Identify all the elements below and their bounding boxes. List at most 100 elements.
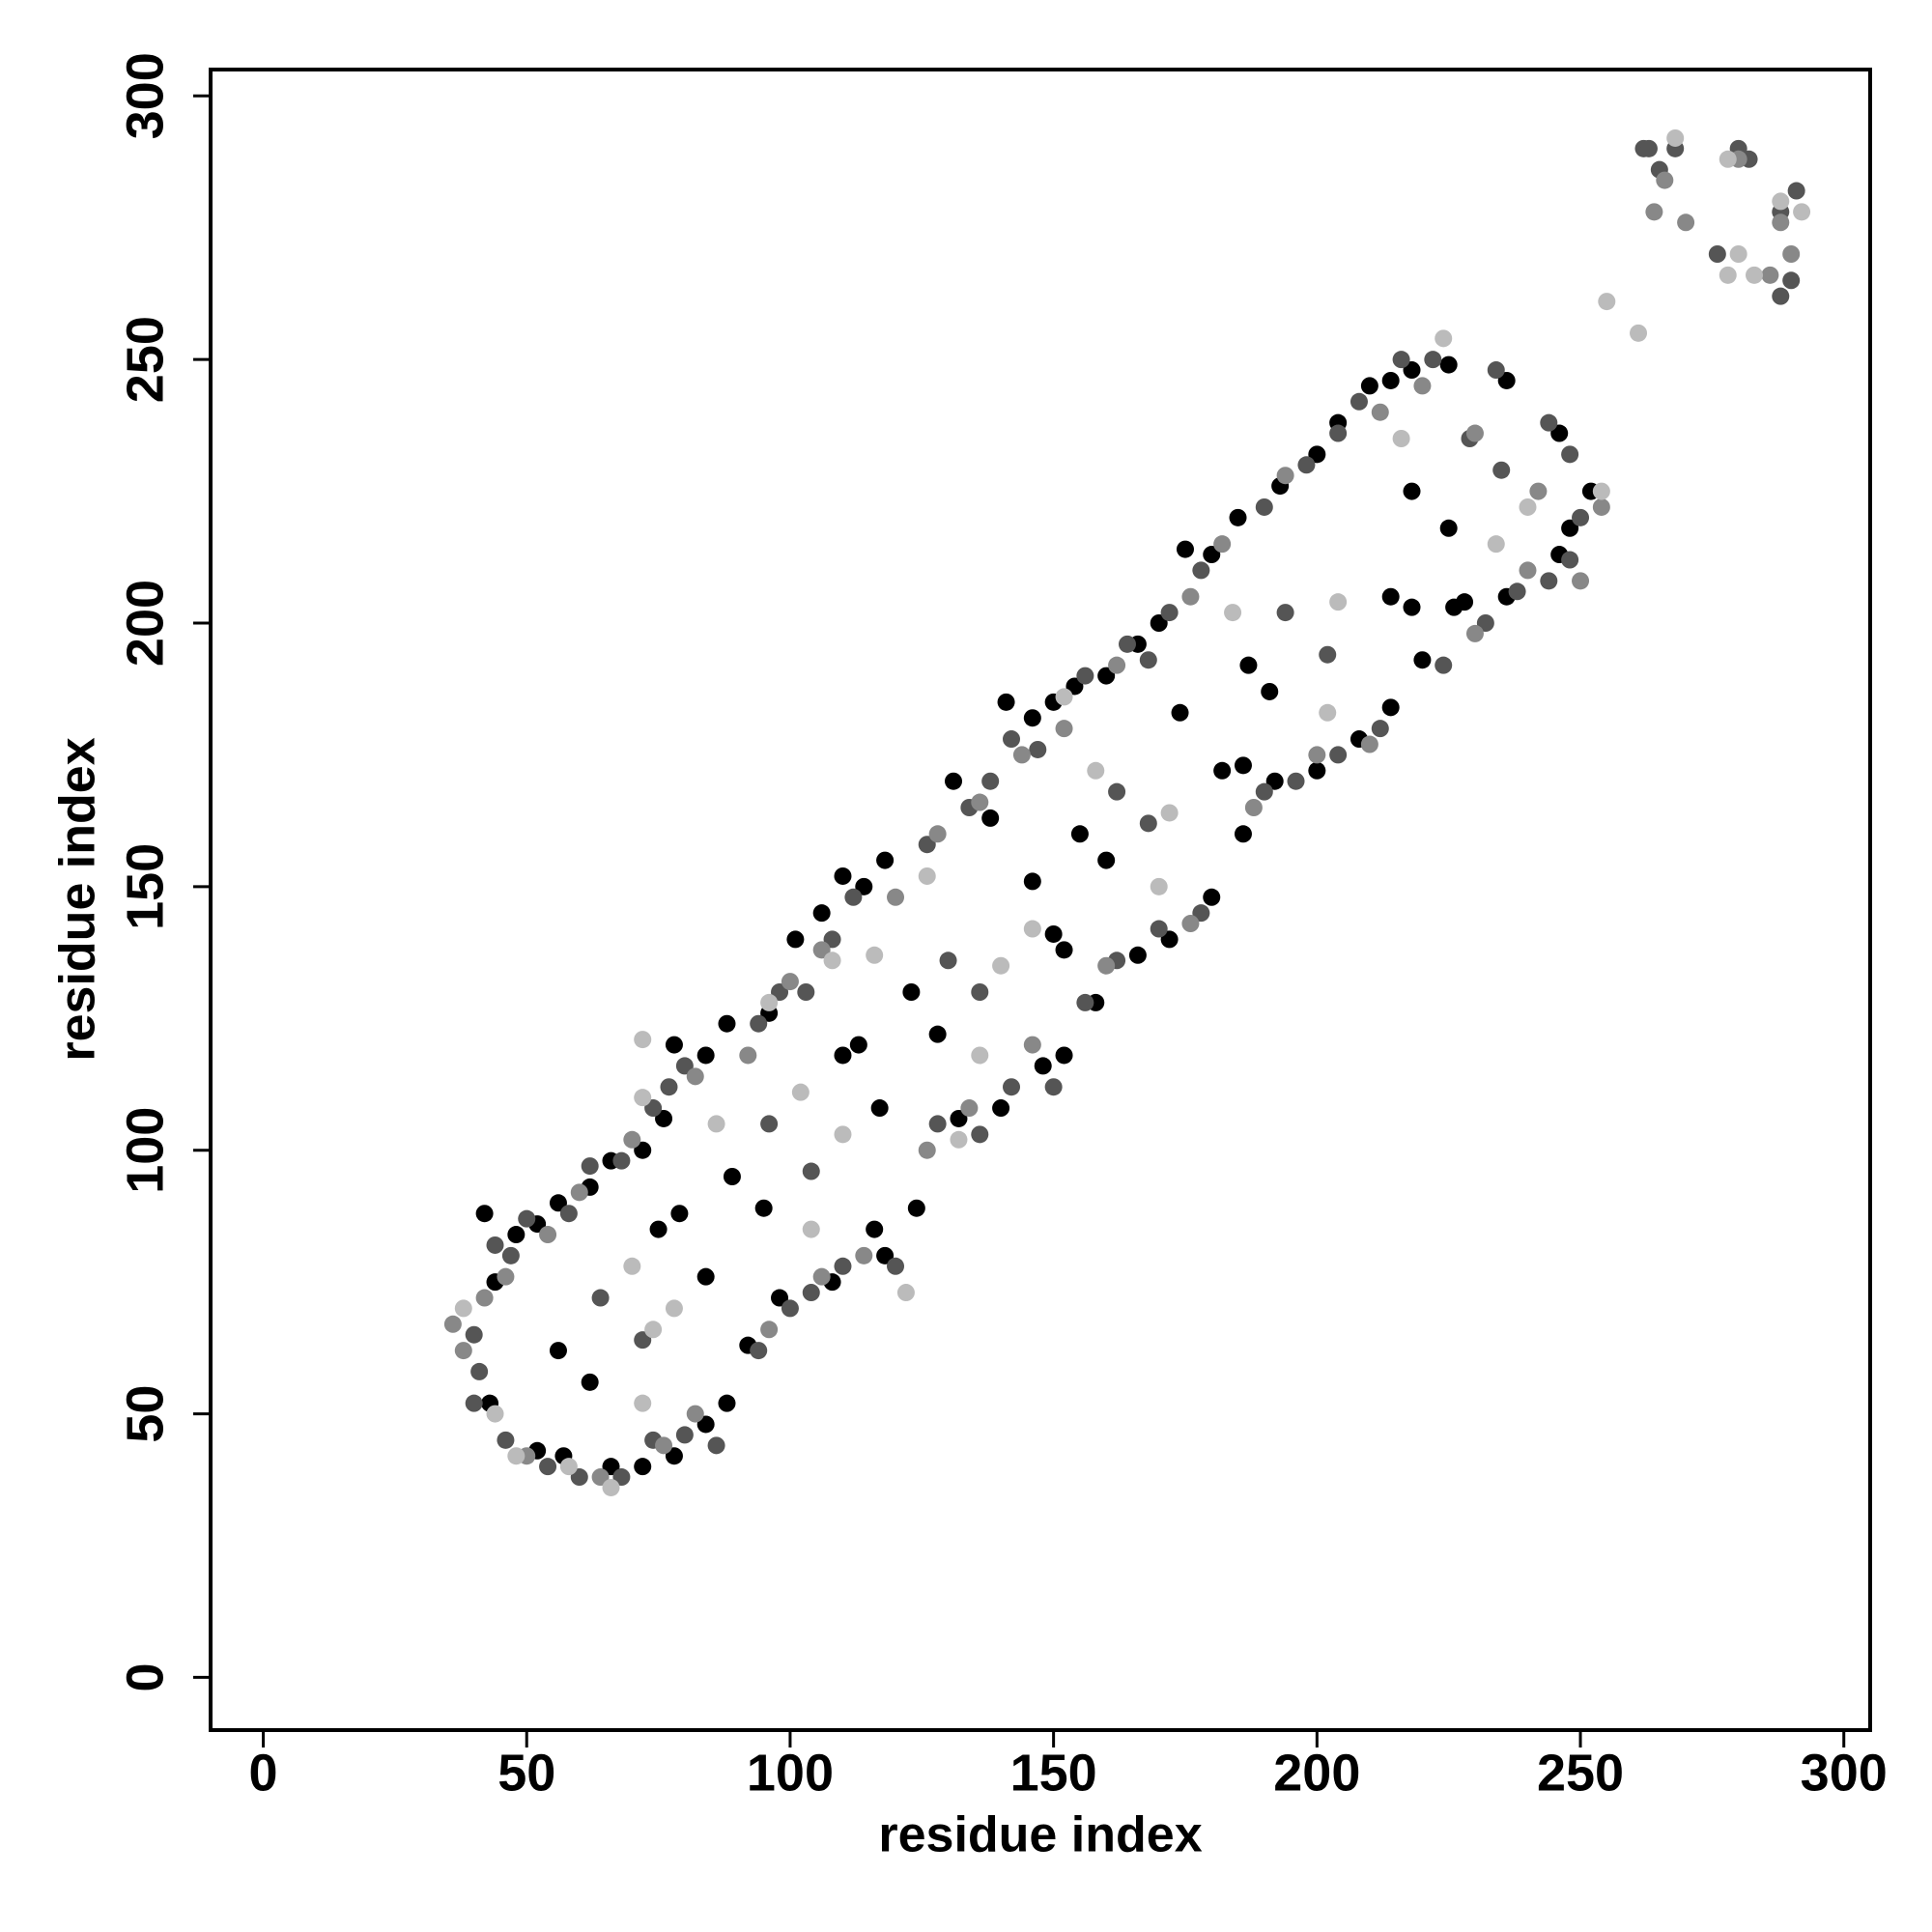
scatter-point [992, 956, 1010, 975]
scatter-point [866, 1220, 884, 1238]
scatter-point [960, 1099, 979, 1118]
scatter-point [781, 973, 799, 991]
scatter-point [1439, 519, 1458, 537]
scatter-point [1234, 825, 1252, 843]
scatter-point [802, 1220, 820, 1238]
scatter-point [1381, 587, 1400, 606]
scatter-point [644, 1321, 663, 1339]
scatter-point [1487, 361, 1505, 380]
scatter-point [1192, 904, 1210, 923]
scatter-point [665, 1447, 683, 1465]
scatter-point [454, 1299, 472, 1318]
scatter-point [486, 1236, 504, 1254]
scatter-point [844, 888, 863, 906]
scatter-point [1213, 761, 1232, 780]
scatter-point [1445, 598, 1463, 616]
scatter-point [634, 1089, 652, 1107]
scatter-point [1055, 720, 1073, 738]
x-tick-label: 100 [747, 1744, 834, 1802]
scatter-point [1224, 604, 1242, 622]
scatter-point [1150, 877, 1168, 895]
scatter-point [1192, 561, 1210, 580]
scatter-point [971, 793, 989, 811]
scatter-point [739, 1046, 757, 1065]
scatter-point [1413, 651, 1432, 669]
scatter-point [1381, 698, 1400, 717]
scatter-point [907, 1199, 925, 1217]
scatter-point [1055, 1046, 1073, 1065]
scatter-point [823, 930, 841, 949]
scatter-point [1076, 667, 1094, 685]
scatter-point [1677, 213, 1695, 232]
scatter-point [559, 1205, 578, 1223]
scatter-point [665, 1299, 683, 1318]
scatter-point [834, 867, 852, 885]
scatter-point [812, 941, 831, 959]
scatter-point [623, 1130, 641, 1149]
scatter-point [992, 1099, 1010, 1118]
scatter-point [855, 877, 873, 895]
scatter-point [1065, 677, 1084, 696]
scatter-point [634, 1394, 652, 1412]
scatter-point [812, 904, 831, 923]
scatter-point [855, 1246, 873, 1264]
scatter-point [1392, 430, 1410, 447]
scatter-point [1329, 746, 1348, 764]
scatter-point [971, 1125, 989, 1144]
scatter-point [602, 1458, 620, 1476]
scatter-point [1729, 245, 1747, 263]
scatter-point [1465, 424, 1484, 442]
scatter-point [887, 1257, 905, 1275]
scatter-point [797, 983, 815, 1001]
scatter-point [1261, 682, 1279, 700]
scatter-point [649, 1220, 668, 1238]
scatter-point [549, 1194, 567, 1212]
scatter-point [812, 1267, 831, 1286]
scatter-point [1572, 508, 1590, 526]
scatter-point [497, 1431, 515, 1449]
y-tick-label: 0 [116, 1662, 174, 1691]
scatter-point [1540, 413, 1558, 432]
scatter-point [1497, 371, 1516, 389]
scatter-point [1329, 424, 1348, 442]
scatter-point [591, 1468, 610, 1487]
scatter-point [971, 1046, 989, 1065]
scatter-point [1435, 329, 1453, 348]
scatter-point [1029, 740, 1047, 758]
y-tick-label: 200 [116, 580, 174, 667]
scatter-point [834, 1125, 852, 1144]
scatter-point [634, 1331, 652, 1350]
scatter-point [1761, 266, 1779, 284]
scatter-point [928, 1115, 947, 1133]
scatter-point [591, 1289, 610, 1307]
scatter-point [1012, 746, 1031, 764]
scatter-point [1255, 497, 1273, 516]
scatter-point [786, 930, 805, 949]
scatter-point [696, 1046, 715, 1065]
scatter-point [1487, 535, 1505, 554]
scatter-point [1118, 635, 1136, 653]
scatter-point [507, 1447, 526, 1465]
scatter-point [454, 1342, 472, 1360]
scatter-point [981, 772, 1000, 790]
scatter-point [971, 983, 989, 1001]
scatter-point [634, 1031, 652, 1049]
scatter-point [486, 1405, 504, 1423]
scatter-point [928, 1025, 947, 1043]
scatter-point [1070, 825, 1089, 843]
scatter-point [570, 1468, 588, 1487]
x-tick-label: 50 [497, 1744, 555, 1802]
scatter-point [1782, 245, 1801, 263]
scatter-point [760, 1115, 779, 1133]
scatter-point [1519, 497, 1537, 516]
scatter-point [823, 952, 841, 970]
scatter-point [1392, 351, 1410, 369]
scatter-point [1160, 804, 1179, 822]
scatter-point [686, 1067, 704, 1086]
scatter-point [876, 851, 895, 869]
scatter-point [750, 1014, 768, 1033]
scatter-point [634, 1458, 652, 1476]
scatter-point [581, 1373, 599, 1391]
scatter-point [1181, 915, 1200, 933]
scatter-point [876, 1246, 895, 1264]
